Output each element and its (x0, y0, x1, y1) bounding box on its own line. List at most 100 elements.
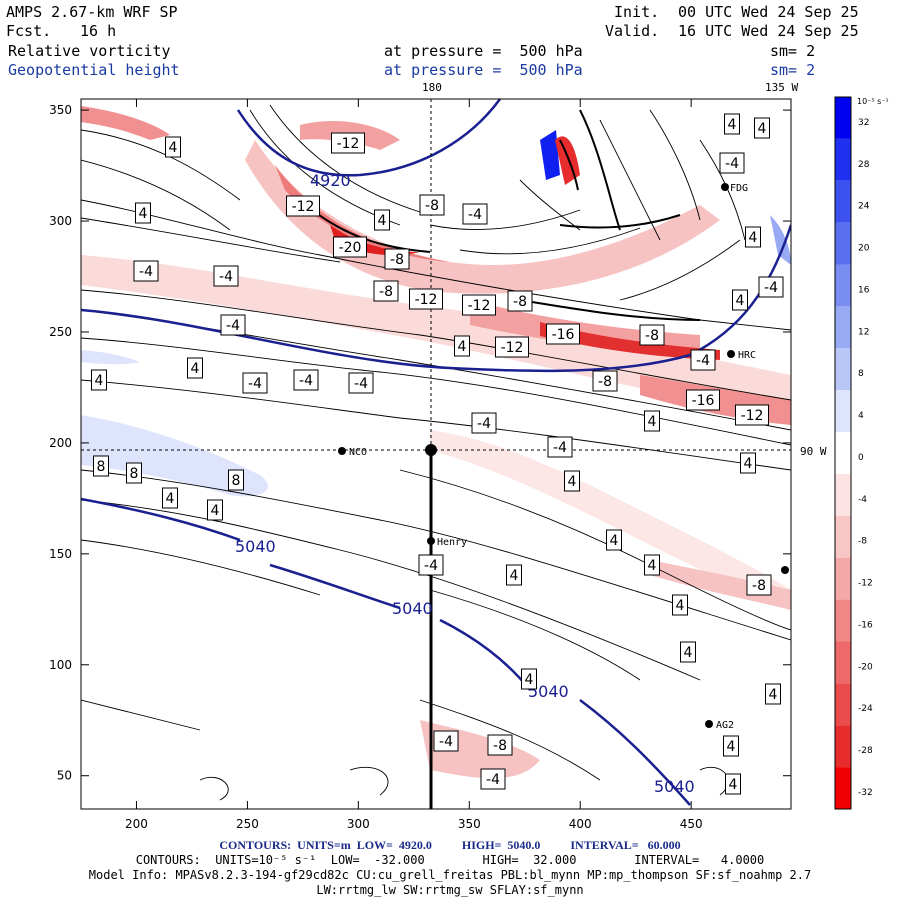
colorbar-segment (835, 390, 851, 433)
vorticity-label: -4 (293, 369, 319, 391)
station-label-nco: NCO (349, 447, 367, 458)
x-tick-label: 350 (458, 817, 481, 831)
field1-name: Relative vorticity (8, 42, 171, 60)
vorticity-label: 4 (454, 335, 470, 357)
svg-text:4: 4 (728, 117, 737, 133)
colorbar-segment (835, 473, 851, 516)
svg-text:4: 4 (166, 491, 175, 507)
vorticity-label: -4 (348, 372, 374, 394)
station-label-fdg: FDG (730, 183, 748, 194)
lon-label-180: 180 (422, 81, 442, 94)
height-label-5040-b: 5040 (392, 599, 433, 618)
station-dot-hrc (727, 350, 735, 358)
vorticity-label: -12 (409, 288, 443, 310)
svg-text:4: 4 (139, 206, 148, 222)
svg-text:-8: -8 (390, 252, 404, 268)
svg-text:4: 4 (191, 361, 200, 377)
vorticity-contours (81, 104, 791, 801)
vort-band-lower-right (650, 560, 791, 610)
valid-value: 16 UTC Wed 24 Sep 25 (678, 22, 859, 40)
svg-text:-12: -12 (415, 292, 438, 308)
colorbar-label: 4 (858, 411, 864, 421)
lon-label-135w: 135 W (765, 81, 798, 94)
colorbar-segment (835, 599, 851, 642)
svg-text:-4: -4 (468, 207, 482, 223)
height-contour-5040-d (579, 699, 691, 806)
colorbar-label: -28 (858, 746, 873, 756)
footer-model-info-2: LW:rrtmg_lw SW:rrtmg_sw SFLAY:sf_mynn (316, 883, 584, 897)
svg-text:4: 4 (736, 293, 745, 309)
svg-text:-8: -8 (493, 738, 507, 754)
vorticity-label: 4 (672, 594, 688, 616)
y-tick-label: 350 (49, 103, 72, 117)
svg-text:4: 4 (744, 456, 753, 472)
vorticity-label: -4 (480, 768, 506, 790)
vorticity-label: 8 (126, 462, 142, 484)
footer-height-contours: CONTOURS: UNITS=m LOW= 4920.0 HIGH= 5040… (219, 838, 681, 852)
svg-text:-4: -4 (248, 376, 262, 392)
vorticity-label: 4 (724, 113, 740, 135)
height-label-4920: 4920 (310, 171, 351, 190)
vorticity-label: -8 (487, 734, 513, 756)
colorbar-label: -32 (858, 788, 873, 798)
vort-patch-positive-left (81, 415, 269, 497)
station-dot-edge (781, 566, 789, 574)
colorbar-segment (835, 97, 851, 139)
vorticity-label: 8 (228, 469, 244, 491)
forecast-value: 16 h (80, 22, 117, 40)
colorbar: 32 28 24 20 16 12 8 4 0 -4 -8 -12 -16 -20 -24 -28 -32 (834, 96, 873, 810)
colorbar-segment (835, 557, 851, 600)
svg-text:-4: -4 (354, 376, 368, 392)
colorbar-segment (835, 432, 851, 474)
vorticity-label: -4 (433, 730, 459, 752)
colorbar-segment (835, 515, 851, 558)
vorticity-label: -4 (719, 152, 745, 174)
svg-text:4: 4 (727, 739, 736, 755)
svg-text:-4: -4 (299, 373, 313, 389)
svg-text:4: 4 (525, 672, 534, 688)
vorticity-label: -12 (495, 336, 529, 358)
svg-text:-4: -4 (477, 416, 491, 432)
colorbar-segment (835, 767, 851, 809)
svg-text:-16: -16 (552, 327, 575, 343)
svg-text:8: 8 (130, 466, 139, 482)
svg-text:-4: -4 (553, 440, 567, 456)
field2-smooth: sm= 2 (770, 61, 816, 79)
vorticity-label: -8 (746, 574, 772, 596)
colorbar-label: 0 (858, 453, 864, 463)
svg-text:-4: -4 (219, 269, 233, 285)
colorbar-segment (835, 138, 851, 181)
colorbar-label: 24 (858, 202, 870, 212)
svg-text:8: 8 (97, 459, 106, 475)
svg-text:-4: -4 (439, 734, 453, 750)
svg-text:-4: -4 (764, 280, 778, 296)
vorticity-label: 4 (91, 369, 107, 391)
x-axis: 200 250 300 350 400 450 (125, 99, 703, 831)
vorticity-label: -12 (462, 294, 496, 316)
map-title: AMPS 2.67-km WRF SP (6, 3, 178, 21)
y-tick-label: 150 (49, 547, 72, 561)
colorbar-label: -16 (858, 620, 873, 630)
svg-text:-12: -12 (741, 408, 764, 424)
station-dot-ag2 (705, 720, 713, 728)
colorbar-label: -4 (858, 495, 867, 505)
station-label-ag2: AG2 (716, 720, 734, 731)
svg-text:4: 4 (648, 414, 657, 430)
vorticity-label: 4 (506, 564, 522, 586)
height-contour-5040-b (269, 563, 401, 610)
vorticity-label: 4 (165, 136, 181, 158)
svg-text:-12: -12 (468, 298, 491, 314)
svg-text:-8: -8 (513, 294, 527, 310)
svg-text:-8: -8 (752, 578, 766, 594)
svg-text:4: 4 (510, 568, 519, 584)
station-dot-fdg (721, 183, 729, 191)
longitude-labels: 180 135 W 90 W (422, 81, 827, 458)
svg-text:-16: -16 (692, 393, 715, 409)
colorbar-label: 12 (858, 327, 869, 337)
vorticity-label: 4 (644, 554, 660, 576)
vorticity-label: -4 (418, 554, 444, 576)
colorbar-segment (835, 222, 851, 265)
vorticity-label: -16 (686, 389, 720, 411)
height-label-5040-c: 5040 (528, 682, 569, 701)
vort-patch-positive-edge (770, 215, 791, 265)
